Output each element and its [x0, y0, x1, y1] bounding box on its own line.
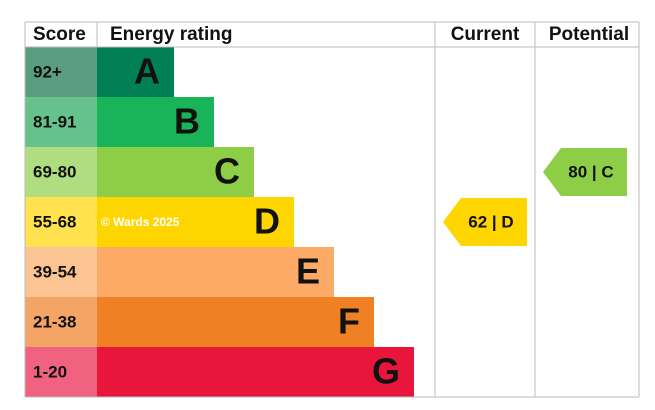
watermark: © Wards 2025 — [101, 215, 180, 229]
rating-bar — [97, 297, 374, 347]
score-label: 21-38 — [33, 312, 76, 331]
rating-bar — [97, 347, 414, 397]
score-cell — [25, 247, 97, 297]
current-arrow — [443, 198, 527, 246]
score-label: 1-20 — [33, 362, 67, 381]
rating-letter: G — [372, 351, 400, 392]
score-label: 55-68 — [33, 212, 76, 231]
rating-bar — [97, 97, 214, 147]
score-cell — [25, 297, 97, 347]
header-score: Score — [33, 24, 86, 45]
rating-letter: E — [296, 251, 320, 292]
potential-arrow — [543, 148, 627, 196]
score-cell — [25, 347, 97, 397]
header-potential: Potential — [549, 24, 629, 45]
rating-letter: F — [338, 301, 360, 342]
score-label: 39-54 — [33, 262, 77, 281]
header-rating: Energy rating — [110, 24, 232, 45]
score-cell — [25, 97, 97, 147]
score-cell — [25, 147, 97, 197]
rating-bar — [97, 147, 254, 197]
rating-letter: D — [254, 201, 280, 242]
score-label: 81-91 — [33, 112, 76, 131]
rating-letter: B — [174, 101, 200, 142]
header-current: Current — [451, 24, 520, 45]
potential-label: 80 | C — [568, 162, 613, 181]
rating-bar — [97, 197, 294, 247]
rating-letter: A — [134, 51, 160, 92]
current-label: 62 | D — [468, 212, 513, 231]
rating-letter: C — [214, 151, 240, 192]
score-cell — [25, 47, 97, 97]
rating-bar — [97, 47, 174, 97]
score-label: 69-80 — [33, 162, 76, 181]
score-cell — [25, 197, 97, 247]
rating-bar — [97, 247, 334, 297]
score-label: 92+ — [33, 62, 62, 81]
